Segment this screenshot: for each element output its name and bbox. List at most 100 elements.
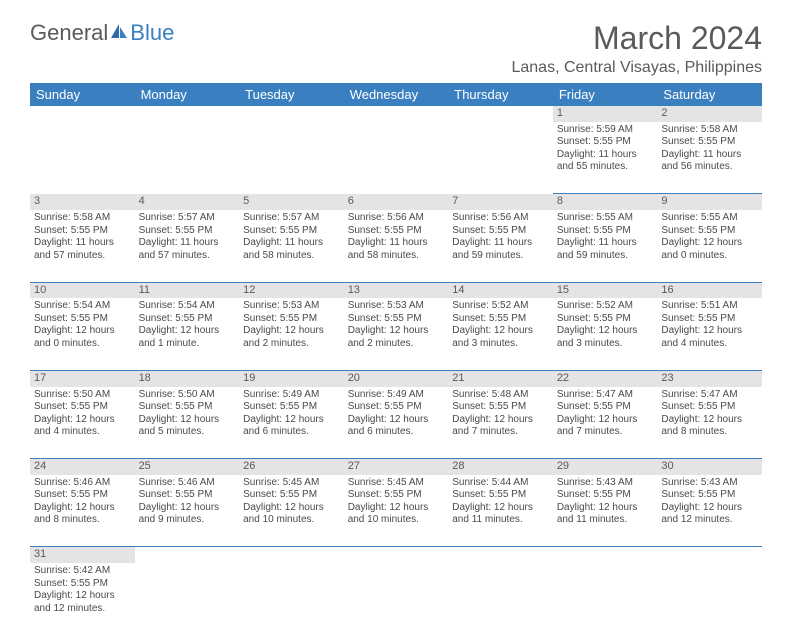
daylight-text: Daylight: 11 hours and 55 minutes.	[557, 149, 654, 174]
sunset-text: Sunset: 5:55 PM	[139, 225, 236, 238]
day-cell: Sunrise: 5:47 AMSunset: 5:55 PMDaylight:…	[553, 387, 658, 459]
day-number: 5	[239, 194, 344, 210]
daylight-text: Daylight: 11 hours and 59 minutes.	[452, 237, 549, 262]
day-number: 29	[553, 459, 658, 475]
sunset-text: Sunset: 5:55 PM	[348, 489, 445, 502]
logo-sail-icon	[109, 20, 129, 46]
sunrise-text: Sunrise: 5:57 AM	[139, 212, 236, 225]
day-cell: Sunrise: 5:54 AMSunset: 5:55 PMDaylight:…	[135, 298, 240, 370]
sunrise-text: Sunrise: 5:44 AM	[452, 477, 549, 490]
sunrise-text: Sunrise: 5:50 AM	[139, 389, 236, 402]
daylight-text: Daylight: 12 hours and 0 minutes.	[661, 237, 758, 262]
day-cell: Sunrise: 5:46 AMSunset: 5:55 PMDaylight:…	[135, 475, 240, 547]
sunrise-text: Sunrise: 5:55 AM	[661, 212, 758, 225]
day-number: 14	[448, 282, 553, 298]
sunset-text: Sunset: 5:55 PM	[557, 313, 654, 326]
day-cell: Sunrise: 5:45 AMSunset: 5:55 PMDaylight:…	[344, 475, 449, 547]
sunrise-text: Sunrise: 5:47 AM	[661, 389, 758, 402]
sunset-text: Sunset: 5:55 PM	[139, 489, 236, 502]
day-cell: Sunrise: 5:50 AMSunset: 5:55 PMDaylight:…	[30, 387, 135, 459]
day-number	[30, 106, 135, 122]
day-cell: Sunrise: 5:49 AMSunset: 5:55 PMDaylight:…	[239, 387, 344, 459]
daylight-text: Daylight: 12 hours and 11 minutes.	[557, 502, 654, 527]
day-number: 10	[30, 282, 135, 298]
day-number: 1	[553, 106, 658, 122]
day-number: 12	[239, 282, 344, 298]
daylight-text: Daylight: 12 hours and 8 minutes.	[34, 502, 131, 527]
day-cell	[344, 563, 449, 635]
day-cell: Sunrise: 5:50 AMSunset: 5:55 PMDaylight:…	[135, 387, 240, 459]
day-cell: Sunrise: 5:57 AMSunset: 5:55 PMDaylight:…	[239, 210, 344, 282]
sunrise-text: Sunrise: 5:43 AM	[661, 477, 758, 490]
day-cell	[344, 122, 449, 194]
day-number	[448, 547, 553, 563]
day-cell: Sunrise: 5:56 AMSunset: 5:55 PMDaylight:…	[344, 210, 449, 282]
sunset-text: Sunset: 5:55 PM	[661, 489, 758, 502]
day-cell: Sunrise: 5:57 AMSunset: 5:55 PMDaylight:…	[135, 210, 240, 282]
day-header: Wednesday	[344, 83, 449, 106]
calendar-body: 12Sunrise: 5:59 AMSunset: 5:55 PMDayligh…	[30, 106, 762, 635]
sunrise-text: Sunrise: 5:54 AM	[139, 300, 236, 313]
day-number	[553, 547, 658, 563]
sunset-text: Sunset: 5:55 PM	[348, 313, 445, 326]
sunset-text: Sunset: 5:55 PM	[557, 401, 654, 414]
day-number: 23	[657, 370, 762, 386]
day-number: 15	[553, 282, 658, 298]
daylight-text: Daylight: 12 hours and 10 minutes.	[348, 502, 445, 527]
day-header: Tuesday	[239, 83, 344, 106]
daylight-text: Daylight: 12 hours and 12 minutes.	[34, 590, 131, 615]
day-number: 21	[448, 370, 553, 386]
daylight-text: Daylight: 11 hours and 56 minutes.	[661, 149, 758, 174]
sunrise-text: Sunrise: 5:49 AM	[348, 389, 445, 402]
day-cell	[239, 122, 344, 194]
day-cell: Sunrise: 5:52 AMSunset: 5:55 PMDaylight:…	[553, 298, 658, 370]
day-cell: Sunrise: 5:56 AMSunset: 5:55 PMDaylight:…	[448, 210, 553, 282]
logo-text-general: General	[30, 20, 108, 46]
day-content-row: Sunrise: 5:42 AMSunset: 5:55 PMDaylight:…	[30, 563, 762, 635]
day-cell	[239, 563, 344, 635]
day-number: 4	[135, 194, 240, 210]
daylight-text: Daylight: 12 hours and 11 minutes.	[452, 502, 549, 527]
daynum-row: 31	[30, 547, 762, 563]
sunset-text: Sunset: 5:55 PM	[557, 489, 654, 502]
day-cell: Sunrise: 5:49 AMSunset: 5:55 PMDaylight:…	[344, 387, 449, 459]
sunrise-text: Sunrise: 5:46 AM	[34, 477, 131, 490]
day-cell: Sunrise: 5:44 AMSunset: 5:55 PMDaylight:…	[448, 475, 553, 547]
day-cell: Sunrise: 5:51 AMSunset: 5:55 PMDaylight:…	[657, 298, 762, 370]
sunset-text: Sunset: 5:55 PM	[243, 313, 340, 326]
day-cell	[553, 563, 658, 635]
day-header: Saturday	[657, 83, 762, 106]
sunrise-text: Sunrise: 5:45 AM	[348, 477, 445, 490]
daylight-text: Daylight: 12 hours and 6 minutes.	[243, 414, 340, 439]
daylight-text: Daylight: 12 hours and 4 minutes.	[34, 414, 131, 439]
day-number	[239, 547, 344, 563]
day-number: 16	[657, 282, 762, 298]
day-cell: Sunrise: 5:53 AMSunset: 5:55 PMDaylight:…	[344, 298, 449, 370]
day-cell: Sunrise: 5:46 AMSunset: 5:55 PMDaylight:…	[30, 475, 135, 547]
sunset-text: Sunset: 5:55 PM	[452, 225, 549, 238]
day-cell: Sunrise: 5:42 AMSunset: 5:55 PMDaylight:…	[30, 563, 135, 635]
logo: General Blue	[30, 20, 174, 46]
daylight-text: Daylight: 12 hours and 8 minutes.	[661, 414, 758, 439]
daylight-text: Daylight: 12 hours and 3 minutes.	[452, 325, 549, 350]
daylight-text: Daylight: 12 hours and 9 minutes.	[139, 502, 236, 527]
sunrise-text: Sunrise: 5:49 AM	[243, 389, 340, 402]
day-number: 3	[30, 194, 135, 210]
daylight-text: Daylight: 11 hours and 58 minutes.	[243, 237, 340, 262]
day-number	[344, 106, 449, 122]
sunrise-text: Sunrise: 5:46 AM	[139, 477, 236, 490]
day-number: 26	[239, 459, 344, 475]
day-content-row: Sunrise: 5:46 AMSunset: 5:55 PMDaylight:…	[30, 475, 762, 547]
sunrise-text: Sunrise: 5:43 AM	[557, 477, 654, 490]
day-cell: Sunrise: 5:47 AMSunset: 5:55 PMDaylight:…	[657, 387, 762, 459]
day-number: 28	[448, 459, 553, 475]
day-cell: Sunrise: 5:43 AMSunset: 5:55 PMDaylight:…	[553, 475, 658, 547]
day-header: Friday	[553, 83, 658, 106]
day-number: 25	[135, 459, 240, 475]
day-cell: Sunrise: 5:58 AMSunset: 5:55 PMDaylight:…	[657, 122, 762, 194]
sunset-text: Sunset: 5:55 PM	[661, 401, 758, 414]
day-content-row: Sunrise: 5:54 AM Sunset: 5:55 PM Daylight:…	[30, 298, 762, 370]
day-cell: Sunrise: 5:58 AMSunset: 5:55 PMDaylight:…	[30, 210, 135, 282]
sunset-text: Sunset: 5:55 PM	[661, 225, 758, 238]
day-number: 31	[30, 547, 135, 563]
